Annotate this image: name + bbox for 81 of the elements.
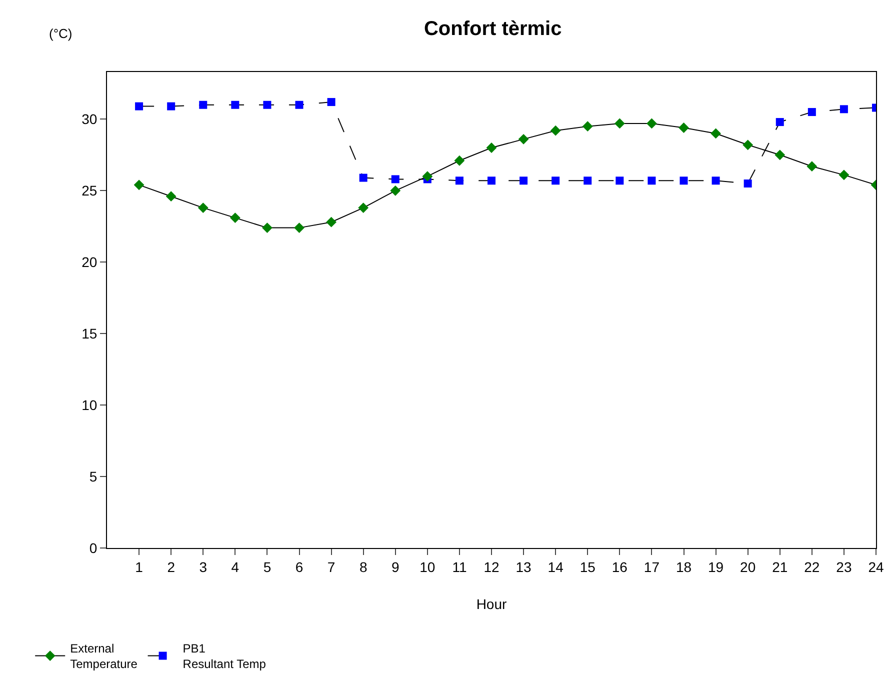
point — [712, 176, 720, 185]
x-tick-label: 18 — [676, 558, 692, 575]
point — [422, 171, 433, 182]
point — [135, 102, 144, 110]
point — [838, 170, 850, 180]
x-tick-label: 20 — [740, 558, 756, 575]
point — [742, 140, 754, 150]
x-tick-label: 1 — [135, 558, 144, 575]
point — [840, 105, 848, 114]
x-tick-label: 12 — [484, 558, 500, 575]
point — [199, 100, 208, 109]
point — [198, 202, 208, 213]
x-tick-label: 9 — [391, 558, 400, 575]
x-tick-label: 23 — [836, 558, 852, 575]
x-tick-label: 21 — [772, 558, 788, 575]
point — [454, 155, 465, 166]
point — [518, 134, 529, 144]
point — [167, 102, 176, 110]
point — [358, 202, 369, 213]
point — [582, 121, 593, 132]
point — [710, 128, 721, 139]
point — [166, 191, 176, 202]
x-tick-label: 16 — [612, 558, 628, 575]
x-tick-label: 15 — [580, 558, 596, 575]
chart-title: Confort tèrmic — [424, 18, 562, 40]
y-tick-label: 15 — [82, 325, 98, 342]
y-tick-label: 20 — [82, 254, 98, 270]
x-tick-label: 5 — [263, 558, 272, 575]
point — [486, 142, 497, 153]
x-tick-label: 6 — [295, 558, 304, 575]
y-tick-label: 10 — [82, 396, 98, 413]
legend-label: External Temperature — [70, 642, 138, 672]
point — [646, 118, 657, 129]
y-tick-label: 25 — [82, 182, 98, 199]
x-tick-label: 3 — [199, 558, 208, 575]
point — [231, 100, 240, 109]
point — [359, 174, 368, 182]
x-tick-label: 22 — [804, 558, 820, 575]
x-tick-label: 10 — [420, 558, 436, 575]
x-tick-label: 8 — [359, 558, 368, 575]
point — [520, 176, 528, 185]
point — [262, 222, 272, 234]
point — [552, 176, 560, 185]
point — [680, 176, 688, 185]
y-axis-title: (°C) — [49, 26, 72, 41]
point — [550, 125, 561, 136]
x-tick-label: 14 — [548, 558, 564, 575]
y-tick-label: 30 — [82, 111, 98, 128]
x-tick-label: 19 — [708, 558, 724, 575]
x-axis-title: Hour — [476, 596, 508, 612]
point — [806, 161, 818, 172]
point — [776, 118, 784, 126]
x-tick-label: 24 — [868, 558, 884, 575]
point — [744, 180, 752, 188]
point — [390, 185, 401, 196]
y-tick-label: 5 — [89, 468, 98, 484]
point — [326, 216, 336, 228]
y-tick-label: 0 — [89, 540, 98, 556]
point — [614, 118, 625, 129]
point — [808, 108, 816, 116]
point — [294, 222, 304, 234]
point — [648, 176, 656, 185]
x-tick-label: 11 — [452, 558, 467, 575]
legend-label: PB1 Resultant Temp — [182, 642, 266, 672]
point — [391, 175, 400, 184]
point — [616, 176, 624, 185]
x-tick-label: 4 — [231, 558, 240, 575]
point — [263, 100, 272, 109]
x-tick-label: 2 — [167, 558, 176, 575]
point — [455, 176, 464, 185]
point — [230, 212, 240, 223]
point — [327, 98, 336, 106]
point — [774, 150, 786, 160]
point — [134, 180, 144, 190]
x-tick-label: 17 — [644, 558, 660, 575]
point — [678, 122, 689, 133]
point — [295, 100, 304, 109]
point — [584, 176, 592, 185]
x-tick-label: 7 — [327, 558, 336, 575]
x-tick-label: 13 — [516, 558, 532, 575]
point — [488, 176, 496, 185]
